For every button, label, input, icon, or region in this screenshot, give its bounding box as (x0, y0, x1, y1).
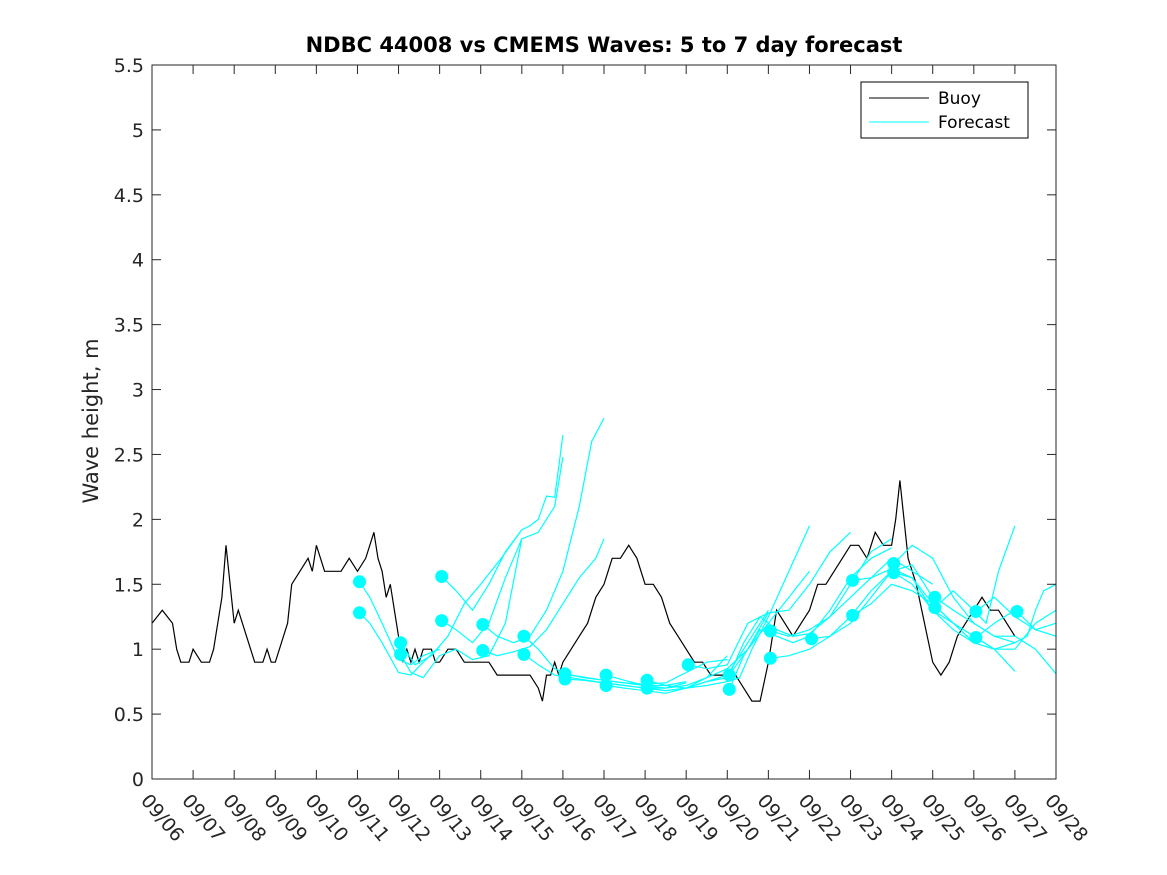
forecast-series-line-28 (934, 525, 1016, 625)
forecast-start-point-3 (394, 636, 408, 650)
forecast-series-line-4 (400, 538, 523, 679)
forecast-series-line-17 (688, 531, 851, 670)
chart-title: NDBC 44008 vs CMEMS Waves: 5 to 7 day fo… (306, 33, 903, 57)
y-tick-label: 2.5 (114, 444, 144, 466)
forecast-start-point-26 (887, 566, 901, 580)
forecast-series-line-3 (400, 529, 523, 666)
y-tick-label: 3 (132, 380, 144, 402)
forecast-start-point-25 (887, 557, 901, 570)
forecast-start-point-23 (846, 573, 860, 587)
y-axis-label: Wave height, m (79, 338, 103, 503)
forecast-start-point-28 (928, 601, 942, 615)
forecast-start-point-10 (517, 647, 531, 661)
forecast-series-line-2 (359, 612, 441, 676)
forecast-start-point-24 (846, 608, 860, 622)
forecast-start-point-29 (969, 605, 983, 618)
y-tick-label: 1.5 (114, 574, 144, 596)
forecast-start-point-20 (763, 624, 777, 638)
forecast-series-line-27 (934, 583, 1057, 644)
forecast-start-point-13 (599, 668, 613, 682)
forecast-start-point-18 (722, 668, 736, 682)
y-tick-label: 5 (132, 120, 144, 142)
forecast-start-point-22 (805, 632, 818, 646)
y-tick-label: 5.5 (114, 55, 144, 77)
forecast-series-line-30 (975, 609, 1016, 638)
forecast-start-point-2 (353, 606, 366, 620)
buoy-series-line (151, 480, 1016, 702)
forecast-series-line-6 (441, 457, 564, 644)
y-tick-label: 4.5 (114, 185, 144, 207)
forecast-series-line-5 (441, 434, 564, 612)
legend-box (860, 81, 1029, 139)
forecast-start-point-16 (640, 681, 654, 695)
forecast-start-point-12 (558, 672, 572, 686)
forecast-start-point-7 (476, 618, 490, 631)
forecast-series-line-8 (482, 538, 605, 657)
forecast-series-line-31 (1016, 611, 1057, 637)
y-tick-label: 1 (132, 639, 144, 661)
forecast-start-point-27 (928, 590, 942, 604)
forecast-series-line-13 (605, 612, 769, 689)
forecast-start-point-21 (763, 651, 777, 665)
forecast-start-point-6 (435, 614, 449, 628)
forecast-start-point-19 (722, 682, 736, 696)
plot-area (151, 417, 1057, 702)
y-tick-label: 2 (132, 509, 144, 531)
legend-buoy-label: Buoy (938, 89, 981, 109)
legend-forecast-label: Forecast (938, 113, 1010, 133)
forecast-start-point-30 (969, 631, 983, 644)
forecast-start-point-1 (353, 575, 366, 589)
y-tick-label: 3.5 (114, 315, 144, 337)
forecast-start-point-8 (476, 644, 490, 657)
forecast-start-point-9 (517, 629, 531, 643)
forecast-start-point-5 (435, 570, 449, 583)
y-tick-label: 0 (132, 769, 144, 791)
forecast-series-line-7 (482, 417, 605, 644)
forecast-series-line-19 (728, 547, 892, 690)
legend: Buoy Forecast (860, 81, 1029, 139)
forecast-start-point-31 (1010, 605, 1024, 618)
y-tick-label: 0.5 (114, 704, 144, 726)
forecast-start-point-4 (394, 647, 408, 661)
forecast-start-point-17 (681, 658, 695, 672)
forecast-start-point-14 (599, 679, 613, 692)
y-tick-label: 4 (132, 250, 144, 272)
